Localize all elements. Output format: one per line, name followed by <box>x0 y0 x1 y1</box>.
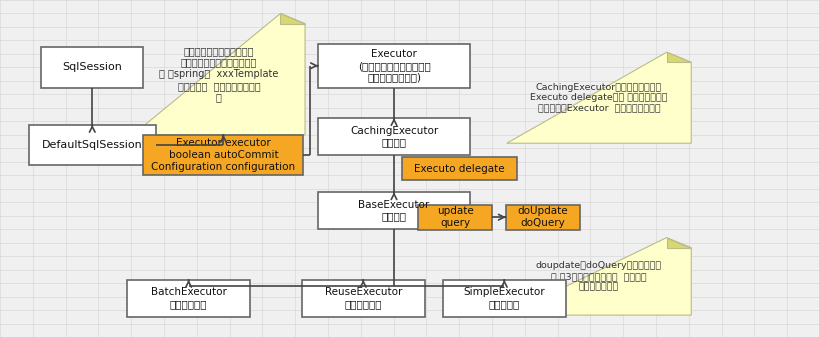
Text: SimpleExecutor
简单执行器: SimpleExecutor 简单执行器 <box>463 287 545 309</box>
Bar <box>318 44 469 88</box>
Text: 本身不作任何业务逻辑的处
理，所有处理都交给后面执行
器 和spring中  xxxTemplate
的设计相似  典型的门面设计模
式: 本身不作任何业务逻辑的处 理，所有处理都交给后面执行 器 和spring中 xx… <box>159 46 278 102</box>
Text: CachingExecutor构造方法必须要有
Executo delegate属性 使用二级缓存必
然会调用到Executor  典型的装饰器模式: CachingExecutor构造方法必须要有 Executo delegate… <box>530 83 667 113</box>
Text: Executor executor
boolean autoCommit
Configuration configuration: Executor executor boolean autoCommit Con… <box>152 139 295 172</box>
Text: Executor
(缓存处理、事物处理、重
用处理以及批处理): Executor (缓存处理、事物处理、重 用处理以及批处理) <box>357 49 430 82</box>
Polygon shape <box>506 238 690 315</box>
Bar <box>505 205 579 230</box>
Bar <box>29 125 156 165</box>
Text: CachingExecutor
二级缓存: CachingExecutor 二级缓存 <box>350 126 437 147</box>
Polygon shape <box>666 238 690 248</box>
Bar <box>41 47 143 88</box>
Polygon shape <box>666 52 690 62</box>
Text: update
query: update query <box>437 206 473 228</box>
Text: SqlSession: SqlSession <box>62 62 122 72</box>
Text: BatchExecutor
批处理执行器: BatchExecutor 批处理执行器 <box>151 287 226 309</box>
Text: doupdate和doQuery方法是抽象方
式 由3个实现类进行实现  典型的模
板方法设计模式: doupdate和doQuery方法是抽象方 式 由3个实现类进行实现 典型的模… <box>536 262 661 291</box>
Text: BaseExecutor
一级缓存: BaseExecutor 一级缓存 <box>358 200 429 221</box>
Polygon shape <box>133 13 305 135</box>
Bar <box>442 280 565 317</box>
Bar <box>143 135 303 175</box>
Bar <box>418 205 491 230</box>
Text: Executo delegate: Executo delegate <box>414 164 504 174</box>
Bar <box>301 280 424 317</box>
Bar <box>127 280 250 317</box>
Bar <box>318 192 469 229</box>
Bar <box>318 118 469 155</box>
Polygon shape <box>280 13 305 24</box>
Bar <box>401 157 516 180</box>
Text: DefaultSqlSession: DefaultSqlSession <box>42 140 143 150</box>
Text: doUpdate
doQuery: doUpdate doQuery <box>517 206 568 228</box>
Text: ReuseExecutor
可重用执行器: ReuseExecutor 可重用执行器 <box>324 287 401 309</box>
Polygon shape <box>506 52 690 143</box>
